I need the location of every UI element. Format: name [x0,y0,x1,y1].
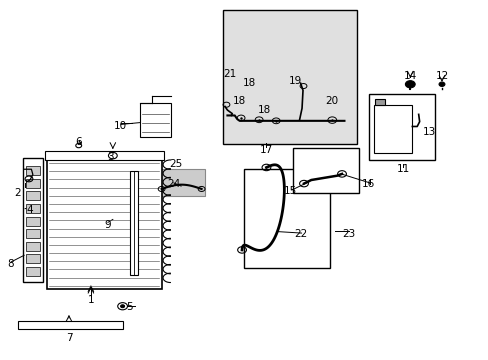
Bar [368,94,434,160]
Bar [18,321,122,329]
Circle shape [405,81,414,88]
Text: 3: 3 [107,152,114,162]
Bar [25,267,40,276]
Text: 18: 18 [242,78,256,88]
Text: 16: 16 [362,179,375,189]
Text: 9: 9 [104,220,111,230]
Text: 22: 22 [293,229,306,239]
Text: 17: 17 [259,144,272,154]
Bar [25,217,40,226]
Bar [293,148,358,193]
Bar [25,166,40,175]
Text: 18: 18 [257,105,270,115]
Text: 18: 18 [232,96,246,106]
Bar [25,242,40,251]
Bar [25,179,40,188]
Text: 23: 23 [342,229,355,239]
Bar [44,151,163,160]
Text: 11: 11 [396,164,409,174]
Circle shape [121,305,124,308]
Text: 5: 5 [126,302,133,312]
Bar [154,169,205,196]
Bar [222,10,356,144]
Bar [244,169,329,268]
Text: 19: 19 [288,76,302,86]
Text: 15: 15 [284,186,297,196]
Text: 2: 2 [15,188,21,198]
Text: 14: 14 [403,71,416,81]
Bar [25,192,40,201]
Text: 8: 8 [7,259,14,269]
Text: 7: 7 [65,333,72,343]
Bar [140,103,171,137]
Text: 20: 20 [325,96,338,106]
Bar [22,158,43,282]
Bar [47,153,161,289]
Circle shape [438,82,444,86]
Bar [25,229,40,238]
Bar [129,171,138,275]
Text: 25: 25 [169,159,183,169]
Bar [25,204,40,213]
Text: 24: 24 [167,179,180,189]
Text: 13: 13 [422,127,435,136]
Text: 4: 4 [26,206,33,216]
Bar [25,254,40,263]
Text: 6: 6 [75,138,82,147]
Text: 10: 10 [113,121,126,131]
Bar [373,105,411,153]
Text: 21: 21 [223,69,236,79]
Text: 1: 1 [87,295,94,305]
Bar [374,99,384,105]
Text: 12: 12 [434,71,447,81]
